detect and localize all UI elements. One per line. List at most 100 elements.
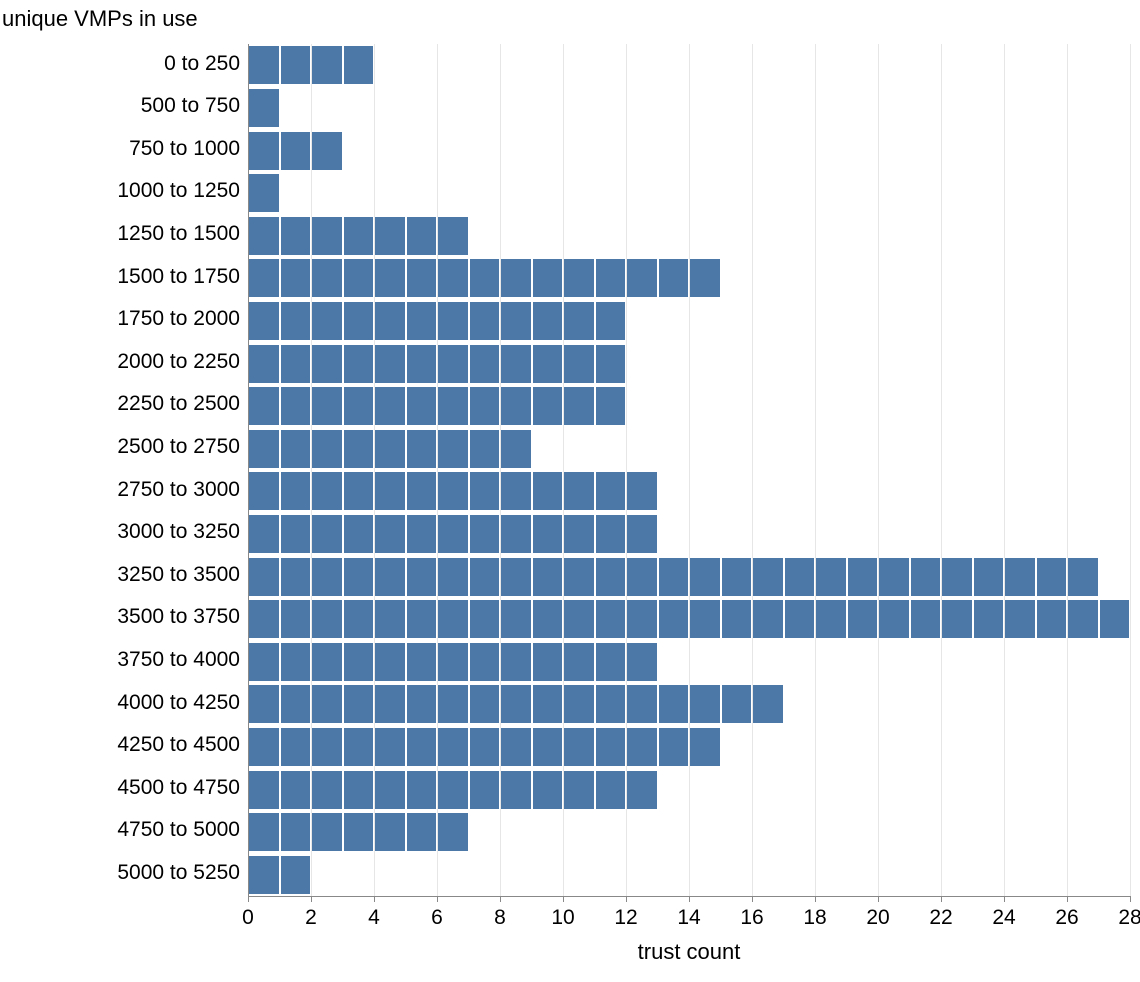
- bar-segment: [564, 771, 594, 809]
- x-tick-label: 0: [218, 906, 278, 930]
- bar-segment: [249, 472, 279, 510]
- bar-segment: [375, 771, 405, 809]
- bar-segment: [312, 813, 342, 851]
- x-tick: [500, 896, 501, 902]
- bar-segment: [344, 771, 374, 809]
- bar-segment: [470, 643, 500, 681]
- bar-segment: [407, 217, 437, 255]
- bar-segment: [344, 600, 374, 638]
- bar-segment: [690, 685, 720, 723]
- bar-segment: [344, 472, 374, 510]
- bar-segment: [690, 600, 720, 638]
- bar-segment: [344, 345, 374, 383]
- x-tick-label: 12: [596, 906, 656, 930]
- bar-segment: [564, 600, 594, 638]
- bar-segment: [249, 771, 279, 809]
- y-category-label: 4250 to 4500: [117, 733, 240, 757]
- bar-segment: [627, 685, 657, 723]
- bar-segment: [470, 728, 500, 766]
- bar-segment: [470, 472, 500, 510]
- bar-segment: [659, 600, 689, 638]
- bar-segment: [249, 46, 279, 84]
- bar-segment: [596, 728, 626, 766]
- y-category-label: 4500 to 4750: [117, 776, 240, 800]
- x-tick: [248, 896, 249, 902]
- bar-segment: [281, 813, 311, 851]
- bar-segment: [407, 771, 437, 809]
- bar-segment: [438, 813, 468, 851]
- bar-segment: [501, 558, 531, 596]
- bar-segment: [407, 728, 437, 766]
- bar-segment: [281, 46, 311, 84]
- bar-segment: [1068, 600, 1098, 638]
- bar-segment: [407, 813, 437, 851]
- y-axis-line: [248, 44, 249, 896]
- bar-segment: [438, 643, 468, 681]
- bar-segment: [438, 472, 468, 510]
- bar-segment: [1037, 600, 1067, 638]
- bar-segment: [281, 600, 311, 638]
- bar-segment: [596, 600, 626, 638]
- bar-segment: [375, 600, 405, 638]
- x-axis-title: trust count: [248, 939, 1130, 965]
- bar-segment: [438, 259, 468, 297]
- bar-segment: [312, 643, 342, 681]
- y-category-label: 2000 to 2250: [117, 350, 240, 374]
- bar-segment: [974, 558, 1004, 596]
- bar-segment: [627, 515, 657, 553]
- bar-segment: [470, 345, 500, 383]
- bar-segment: [911, 600, 941, 638]
- bar-segment: [501, 643, 531, 681]
- bar-segment: [722, 685, 752, 723]
- bar-segment: [375, 728, 405, 766]
- bar-segment: [879, 600, 909, 638]
- bar-segment: [312, 387, 342, 425]
- bar-segment: [407, 685, 437, 723]
- bar-segment: [470, 387, 500, 425]
- bar-segment: [501, 685, 531, 723]
- bar-segment: [375, 345, 405, 383]
- bar-segment: [942, 600, 972, 638]
- bar-segment: [249, 685, 279, 723]
- bar-segment: [753, 685, 783, 723]
- bar-segment: [312, 558, 342, 596]
- bar-segment: [281, 771, 311, 809]
- bar-segment: [344, 387, 374, 425]
- bar-segment: [375, 217, 405, 255]
- bar-segment: [501, 728, 531, 766]
- bar-segment: [470, 430, 500, 468]
- bar-segment: [438, 217, 468, 255]
- x-tick-label: 14: [659, 906, 719, 930]
- bar-segment: [344, 728, 374, 766]
- bar-segment: [375, 643, 405, 681]
- bar-segment: [344, 217, 374, 255]
- bar-segment: [249, 302, 279, 340]
- bar-segment: [596, 515, 626, 553]
- gridline: [563, 44, 564, 896]
- bar-segment: [627, 472, 657, 510]
- x-tick: [437, 896, 438, 902]
- x-tick-label: 20: [848, 906, 908, 930]
- bar-segment: [470, 685, 500, 723]
- bar-segment: [470, 600, 500, 638]
- bar-segment: [533, 472, 563, 510]
- x-tick: [1067, 896, 1068, 902]
- bar-segment: [816, 600, 846, 638]
- bar-segment: [501, 387, 531, 425]
- bar-segment: [249, 259, 279, 297]
- x-tick: [374, 896, 375, 902]
- y-category-label: 500 to 750: [141, 94, 240, 118]
- bar-segment: [564, 302, 594, 340]
- y-category-label: 0 to 250: [164, 52, 240, 76]
- gridline: [626, 44, 627, 896]
- bar-segment: [533, 558, 563, 596]
- bar-segment: [911, 558, 941, 596]
- bar-segment: [312, 728, 342, 766]
- bar-segment: [281, 302, 311, 340]
- bar-segment: [501, 600, 531, 638]
- bar-segment: [533, 771, 563, 809]
- bar-segment: [438, 430, 468, 468]
- bar-segment: [407, 345, 437, 383]
- y-category-label: 2250 to 2500: [117, 392, 240, 416]
- y-category-label: 4750 to 5000: [117, 818, 240, 842]
